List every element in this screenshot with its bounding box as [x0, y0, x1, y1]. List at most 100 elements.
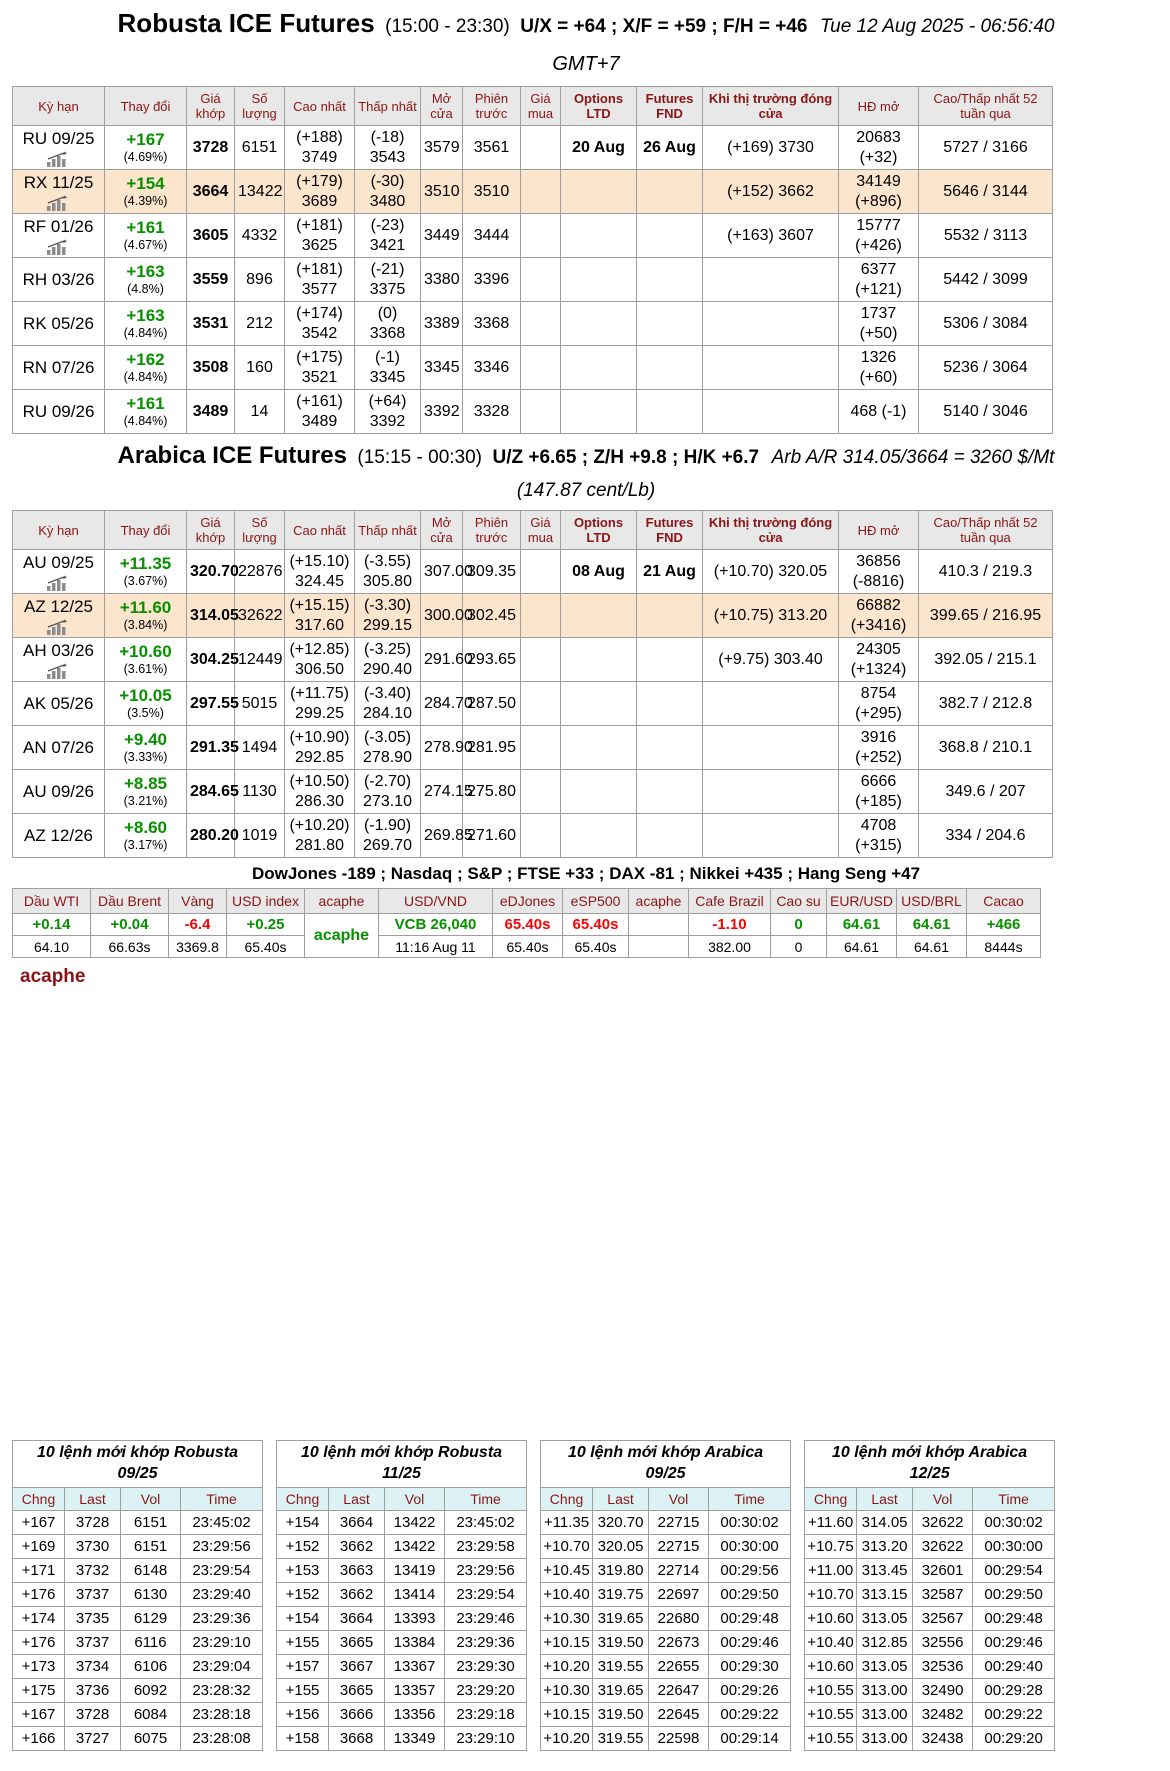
cell-buy — [520, 769, 561, 814]
chart-icon[interactable] — [46, 619, 72, 636]
cell-last: 3664 — [186, 169, 235, 214]
order-cell-vol: 6148 — [120, 1558, 181, 1583]
change-percent: (4.84%) — [123, 414, 168, 429]
order-cell-chng: +152 — [276, 1582, 330, 1607]
change-percent: (4.8%) — [127, 282, 164, 297]
order-cell-last: 313.00 — [856, 1726, 914, 1751]
cell-range: 5306 / 3084 — [918, 301, 1053, 346]
order-col-header: Last — [328, 1487, 386, 1511]
order-cell-chng: +175 — [12, 1678, 65, 1703]
col-header: Cao/Thấp nhất 52 tuần qua — [918, 510, 1053, 550]
cell-contract: AZ 12/25 — [12, 593, 105, 638]
order-row: +174 3735 6129 23:29:36 — [12, 1606, 264, 1631]
order-cell-vol: 13422 — [384, 1534, 446, 1559]
order-row: +152 3662 13414 23:29:54 — [276, 1582, 528, 1607]
cell-range: 5532 / 3113 — [918, 213, 1053, 258]
order-cell-time: 23:29:54 — [179, 1558, 264, 1583]
order-cell-chng: +10.55 — [804, 1678, 858, 1703]
order-cell-vol: 32567 — [912, 1606, 974, 1631]
order-cell-time: 23:45:02 — [444, 1510, 528, 1535]
cell-contract: RU 09/25 — [12, 125, 105, 170]
change-percent: (3.33%) — [123, 750, 168, 765]
contract-row: RU 09/26 +161 (4.84%) 3489 14 (+161) 3489 (+64… — [12, 389, 1053, 434]
order-row: +10.20 319.55 22598 00:29:14 — [540, 1726, 792, 1751]
cell-last: 3559 — [186, 257, 235, 302]
contract-row: RF 01/26 +161 (4.67%) 3605 4332 (+181) 3625 (-… — [12, 213, 1053, 258]
cell-vol: 6151 — [234, 125, 285, 170]
chart-icon[interactable] — [46, 663, 72, 680]
order-cell-time: 00:29:48 — [972, 1606, 1056, 1631]
chart-icon[interactable] — [46, 151, 72, 168]
cell-buy — [520, 389, 561, 434]
cell-fnd — [636, 637, 703, 682]
market-value: 382.00 — [688, 935, 771, 958]
order-cell-vol: 13367 — [384, 1654, 446, 1679]
arabica-session-hours: (15:15 - 00:30) — [357, 447, 483, 468]
col-header: HĐ mở — [838, 510, 919, 550]
order-cell-time: 00:29:46 — [972, 1630, 1056, 1655]
contract-row: AH 03/26 +10.60 (3.61%) 304.25 12449 (+12.85)… — [12, 637, 1053, 682]
market-col-header: Cafe Brazil — [688, 888, 771, 914]
market-col-header: USD/BRL — [896, 888, 967, 914]
col-header: Futures FND — [636, 510, 703, 550]
cell-high: (+188) 3749 — [284, 125, 355, 170]
order-row: +173 3734 6106 23:29:04 — [12, 1654, 264, 1679]
cell-contract: RK 05/26 — [12, 301, 105, 346]
cell-range: 5646 / 3144 — [918, 169, 1053, 214]
contract-code: RX 11/25 — [23, 172, 94, 192]
cell-last: 3728 — [186, 125, 235, 170]
order-cell-last: 3736 — [64, 1678, 121, 1703]
order-cell-time: 00:29:56 — [708, 1558, 792, 1583]
cell-range: 410.3 / 219.3 — [918, 549, 1053, 594]
order-cell-last: 319.55 — [592, 1726, 650, 1751]
contract-row: AZ 12/26 +8.60 (3.17%) 280.20 1019 (+10.20) 2… — [12, 813, 1053, 858]
cell-fnd — [636, 213, 703, 258]
cell-close — [702, 301, 839, 346]
market-value: 64.61 — [896, 935, 967, 958]
arabica-title: Arabica ICE Futures — [117, 442, 347, 469]
chart-icon[interactable] — [46, 195, 72, 212]
cell-last: 304.25 — [186, 637, 239, 682]
order-row: +154 3664 13393 23:29:46 — [276, 1606, 528, 1631]
chart-icon[interactable] — [46, 239, 72, 256]
cell-high: (+175) 3521 — [284, 345, 355, 390]
order-row: +11.60 314.05 32622 00:30:02 — [804, 1510, 1056, 1535]
order-cell-vol: 13356 — [384, 1702, 446, 1727]
market-value: 65.40s — [226, 935, 305, 958]
cell-contract: AH 03/26 — [12, 637, 105, 682]
change-percent: (3.61%) — [123, 662, 168, 677]
cell-ltd — [560, 813, 637, 858]
order-cell-chng: +10.75 — [804, 1534, 858, 1559]
cell-vol: 12449 — [234, 637, 285, 682]
chart-icon[interactable] — [46, 575, 72, 592]
market-value: 0 — [770, 935, 827, 958]
order-cell-time: 00:29:14 — [708, 1726, 792, 1751]
order-col-header: Vol — [120, 1487, 181, 1511]
cell-low: (-3.25) 290.40 — [354, 637, 421, 682]
order-header-row: Chng Last Vol Time — [12, 1487, 264, 1511]
order-cell-chng: +155 — [276, 1678, 330, 1703]
order-cell-chng: +10.55 — [804, 1702, 858, 1727]
order-cell-chng: +173 — [12, 1654, 65, 1679]
cell-contract: RU 09/26 — [12, 389, 105, 434]
market-table: Dầu WTI Dầu Brent Vàng USD index acaphe USD/V… — [12, 888, 1041, 958]
order-cell-last: 3668 — [328, 1726, 386, 1751]
order-tables: 10 lệnh mới khớp Robusta 09/25 Chng Last Vo… — [11, 1440, 1160, 1751]
contract-code: AK 05/26 — [23, 693, 94, 713]
order-row: +158 3668 13349 23:29:10 — [276, 1726, 528, 1751]
col-header: Thấp nhất — [354, 86, 421, 126]
order-cell-last: 313.05 — [856, 1654, 914, 1679]
col-header: Futures FND — [636, 86, 703, 126]
order-cell-last: 319.65 — [592, 1606, 650, 1631]
cell-oi: 1737 (+50) — [838, 301, 919, 346]
order-row: +10.55 313.00 32482 00:29:22 — [804, 1702, 1056, 1727]
order-cell-chng: +154 — [276, 1606, 330, 1631]
cell-open: 300.00 — [420, 593, 473, 638]
order-cell-vol: 22647 — [648, 1678, 710, 1703]
contract-code: RK 05/26 — [23, 313, 94, 333]
order-cell-time: 23:29:54 — [444, 1582, 528, 1607]
cell-oi: 66882 (+3416) — [838, 593, 919, 638]
cell-high: (+179) 3689 — [284, 169, 355, 214]
cell-close — [702, 725, 839, 770]
cell-fnd — [636, 681, 703, 726]
